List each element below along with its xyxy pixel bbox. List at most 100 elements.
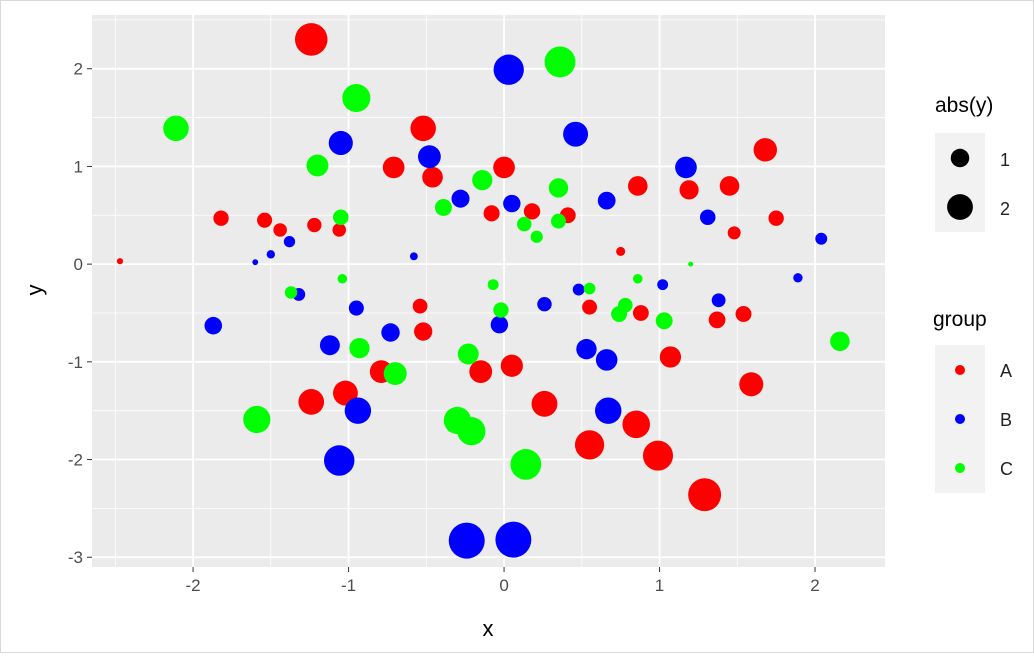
point-A bbox=[627, 176, 648, 196]
point-A bbox=[708, 311, 726, 329]
point-C bbox=[551, 213, 566, 229]
point-A bbox=[523, 203, 541, 220]
point-C bbox=[342, 84, 371, 113]
point-A bbox=[332, 223, 346, 237]
legend-key-B bbox=[955, 414, 965, 424]
point-A bbox=[735, 305, 752, 322]
point-C bbox=[510, 449, 542, 480]
point-A bbox=[632, 305, 649, 321]
point-C bbox=[493, 302, 509, 318]
point-A bbox=[414, 322, 433, 341]
point-B bbox=[699, 209, 716, 225]
point-B bbox=[451, 189, 470, 208]
point-A bbox=[273, 223, 287, 237]
point-C bbox=[284, 286, 298, 299]
color-legend-title: group bbox=[933, 308, 987, 331]
x-tick-label: 2 bbox=[810, 576, 819, 595]
size-legend-label-1: 1 bbox=[1000, 150, 1010, 170]
size-legend-key-1 bbox=[950, 148, 970, 168]
point-A bbox=[116, 258, 124, 265]
point-B bbox=[595, 397, 622, 424]
point-B bbox=[409, 252, 418, 261]
point-B bbox=[283, 235, 296, 248]
point-B bbox=[324, 445, 355, 476]
y-tick-label: -1 bbox=[68, 353, 83, 372]
point-A bbox=[739, 372, 764, 397]
legend-label-A: A bbox=[1000, 361, 1012, 381]
point-A bbox=[582, 299, 598, 315]
point-A bbox=[531, 390, 558, 417]
point-B bbox=[576, 338, 597, 360]
point-B bbox=[252, 259, 259, 266]
y-tick-label: 2 bbox=[74, 60, 83, 79]
point-C bbox=[306, 154, 329, 177]
point-C bbox=[830, 331, 850, 352]
point-B bbox=[328, 130, 353, 156]
size-legend-title: abs(y) bbox=[935, 94, 993, 117]
point-A bbox=[469, 360, 493, 383]
point-A bbox=[642, 440, 674, 471]
point-C bbox=[457, 343, 479, 365]
point-A bbox=[679, 180, 699, 200]
point-C bbox=[548, 178, 569, 198]
point-B bbox=[793, 273, 803, 283]
point-B bbox=[503, 194, 521, 213]
y-tick-label: -3 bbox=[68, 548, 83, 567]
point-B bbox=[266, 250, 275, 259]
point-B bbox=[563, 121, 589, 147]
point-A bbox=[727, 226, 741, 240]
point-B bbox=[348, 300, 364, 316]
point-B bbox=[711, 293, 726, 308]
point-B bbox=[675, 156, 697, 179]
point-A bbox=[493, 156, 515, 179]
point-B bbox=[572, 283, 585, 296]
point-B bbox=[204, 316, 223, 335]
point-C bbox=[457, 417, 486, 446]
x-axis-title: x bbox=[483, 616, 494, 641]
point-A bbox=[483, 205, 500, 222]
point-B bbox=[493, 54, 524, 85]
point-B bbox=[448, 522, 485, 559]
point-A bbox=[753, 138, 778, 162]
point-A bbox=[500, 354, 523, 377]
point-A bbox=[574, 430, 605, 460]
legend-label-C: C bbox=[1000, 459, 1013, 479]
point-B bbox=[815, 232, 828, 245]
point-C bbox=[611, 305, 628, 322]
point-B bbox=[597, 191, 616, 210]
point-A bbox=[688, 478, 722, 512]
axes: -2 -1 0 1 2 -3 -2 -1 0 1 2 bbox=[68, 60, 820, 595]
point-A bbox=[213, 210, 229, 226]
y-tick-label: 0 bbox=[74, 255, 83, 274]
y-tick-label: -2 bbox=[68, 451, 83, 470]
legend-key-A bbox=[955, 365, 965, 375]
x-tick-label: -2 bbox=[186, 576, 201, 595]
point-A bbox=[616, 246, 626, 256]
point-B bbox=[344, 397, 372, 424]
point-A bbox=[422, 166, 443, 188]
point-B bbox=[657, 279, 669, 291]
point-A bbox=[622, 410, 651, 439]
point-A bbox=[382, 156, 405, 179]
x-tick-label: 0 bbox=[499, 576, 508, 595]
point-C bbox=[333, 209, 349, 225]
point-B bbox=[495, 521, 532, 558]
point-C bbox=[243, 405, 271, 434]
y-axis-title: y bbox=[22, 285, 47, 296]
point-A bbox=[294, 23, 328, 56]
point-C bbox=[383, 362, 407, 386]
point-C bbox=[472, 169, 493, 191]
point-C bbox=[632, 273, 643, 284]
point-B bbox=[490, 315, 509, 334]
size-legend: abs(y) 1 2 bbox=[935, 94, 1010, 232]
point-B bbox=[319, 335, 340, 356]
point-C bbox=[530, 230, 543, 243]
point-B bbox=[381, 323, 400, 342]
legend-key-C bbox=[955, 463, 965, 473]
point-C bbox=[337, 273, 348, 284]
x-tick-label: 1 bbox=[655, 576, 664, 595]
point-C bbox=[655, 312, 673, 330]
y-tick-label: 1 bbox=[74, 157, 83, 176]
point-C bbox=[688, 261, 694, 267]
